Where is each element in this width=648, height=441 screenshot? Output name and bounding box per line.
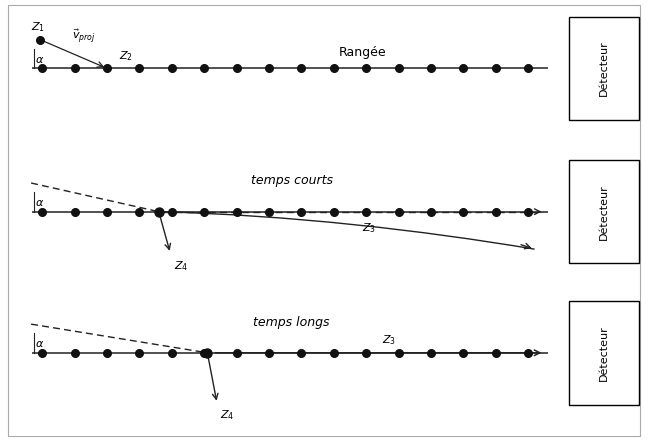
Text: Détecteur: Détecteur	[599, 325, 609, 381]
FancyBboxPatch shape	[569, 160, 639, 263]
FancyBboxPatch shape	[569, 16, 639, 120]
Text: $Z_3$: $Z_3$	[382, 333, 396, 347]
FancyBboxPatch shape	[569, 301, 639, 405]
Text: $Z_1$: $Z_1$	[31, 20, 45, 34]
Text: $Z_4$: $Z_4$	[174, 259, 188, 273]
Text: $\alpha$: $\alpha$	[35, 339, 44, 349]
Text: $Z_3$: $Z_3$	[362, 221, 376, 235]
Text: Détecteur: Détecteur	[599, 41, 609, 96]
Text: $Z_4$: $Z_4$	[220, 408, 235, 422]
Text: $\alpha$: $\alpha$	[35, 55, 44, 65]
Text: $Z_2$: $Z_2$	[119, 49, 133, 63]
Text: $\vec{v}_{proj}$: $\vec{v}_{proj}$	[73, 28, 96, 46]
Text: temps longs: temps longs	[253, 316, 330, 329]
Text: $\alpha$: $\alpha$	[35, 198, 44, 208]
Text: Rangée: Rangée	[339, 46, 387, 59]
Text: temps courts: temps courts	[251, 175, 332, 187]
Text: Détecteur: Détecteur	[599, 184, 609, 239]
